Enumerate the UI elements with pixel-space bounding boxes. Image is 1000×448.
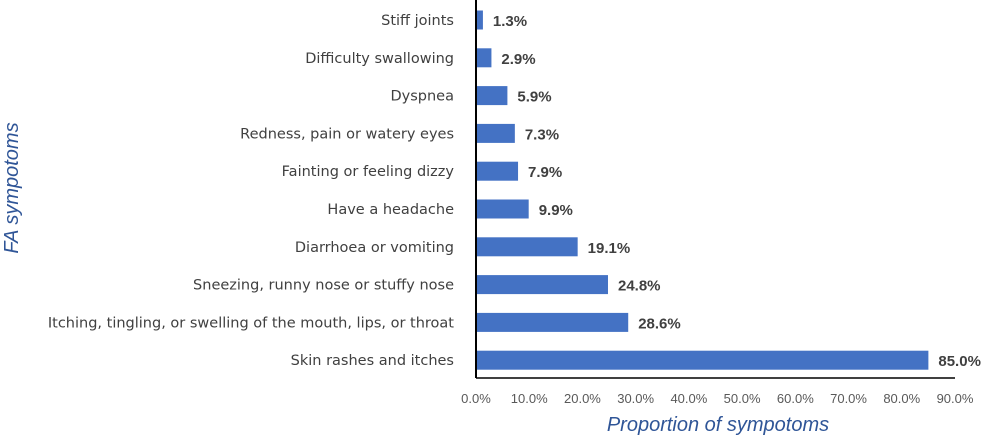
category-label: Stiff joints bbox=[381, 13, 454, 29]
category-label: Sneezing, runny nose or stuffy nose bbox=[193, 278, 454, 294]
bar bbox=[476, 48, 492, 68]
bar bbox=[476, 199, 529, 219]
x-tick-label: 40.0% bbox=[670, 391, 707, 406]
value-label: 24.8% bbox=[618, 278, 661, 295]
category-label: Redness, pain or watery eyes bbox=[240, 126, 454, 142]
x-axis-title: Proportion of sympotoms bbox=[607, 414, 829, 436]
x-tick-labels: 0.0% 10.0% 20.0% 30.0% 40.0% 50.0% 60.0% 70.0% 8… bbox=[461, 391, 974, 406]
bar bbox=[476, 312, 629, 332]
category-label: Difficulty swallowing bbox=[305, 51, 454, 67]
category-label: Dyspnea bbox=[390, 89, 454, 105]
category-label: Skin rashes and itches bbox=[291, 353, 454, 369]
value-label: 19.1% bbox=[588, 240, 631, 257]
x-tick-label: 10.0% bbox=[511, 391, 548, 406]
category-label: Have a headache bbox=[327, 202, 454, 218]
value-label: 9.9% bbox=[539, 202, 573, 219]
x-tick-label: 50.0% bbox=[724, 391, 761, 406]
value-label: 5.9% bbox=[517, 89, 551, 106]
category-label: Itching, tingling, or swelling of the mo… bbox=[48, 315, 454, 331]
x-tick-label: 0.0% bbox=[461, 391, 491, 406]
bar bbox=[476, 350, 929, 370]
bar bbox=[476, 161, 519, 181]
x-tick-label: 80.0% bbox=[883, 391, 920, 406]
value-label: 7.9% bbox=[528, 164, 562, 181]
bar bbox=[476, 275, 608, 295]
x-tick-label: 70.0% bbox=[830, 391, 867, 406]
value-label: 1.3% bbox=[493, 13, 527, 30]
x-tick-label: 60.0% bbox=[777, 391, 814, 406]
value-label: 85.0% bbox=[938, 353, 981, 370]
value-label: 7.3% bbox=[525, 126, 559, 143]
category-label: Fainting or feeling dizzy bbox=[282, 164, 455, 180]
x-tick-label: 20.0% bbox=[564, 391, 601, 406]
value-label: 2.9% bbox=[501, 51, 535, 68]
bar bbox=[476, 123, 515, 143]
bar bbox=[476, 237, 578, 257]
category-labels: Stiff joints Difficulty swallowing Dyspnea… bbox=[48, 13, 455, 369]
value-labels: 1.3% 2.9% 5.9% 7.3% 7.9% 9.9% 19.1% 24.8% 28.6% 8… bbox=[493, 13, 981, 370]
bar bbox=[476, 86, 508, 106]
x-tick-label: 90.0% bbox=[937, 391, 974, 406]
bar bbox=[476, 10, 483, 30]
value-label: 28.6% bbox=[638, 315, 681, 332]
y-axis-title: FA sympotoms bbox=[1, 122, 23, 253]
category-label: Diarrhoea or vomiting bbox=[295, 240, 454, 256]
x-tick-label: 30.0% bbox=[617, 391, 654, 406]
bars-group bbox=[476, 10, 929, 370]
